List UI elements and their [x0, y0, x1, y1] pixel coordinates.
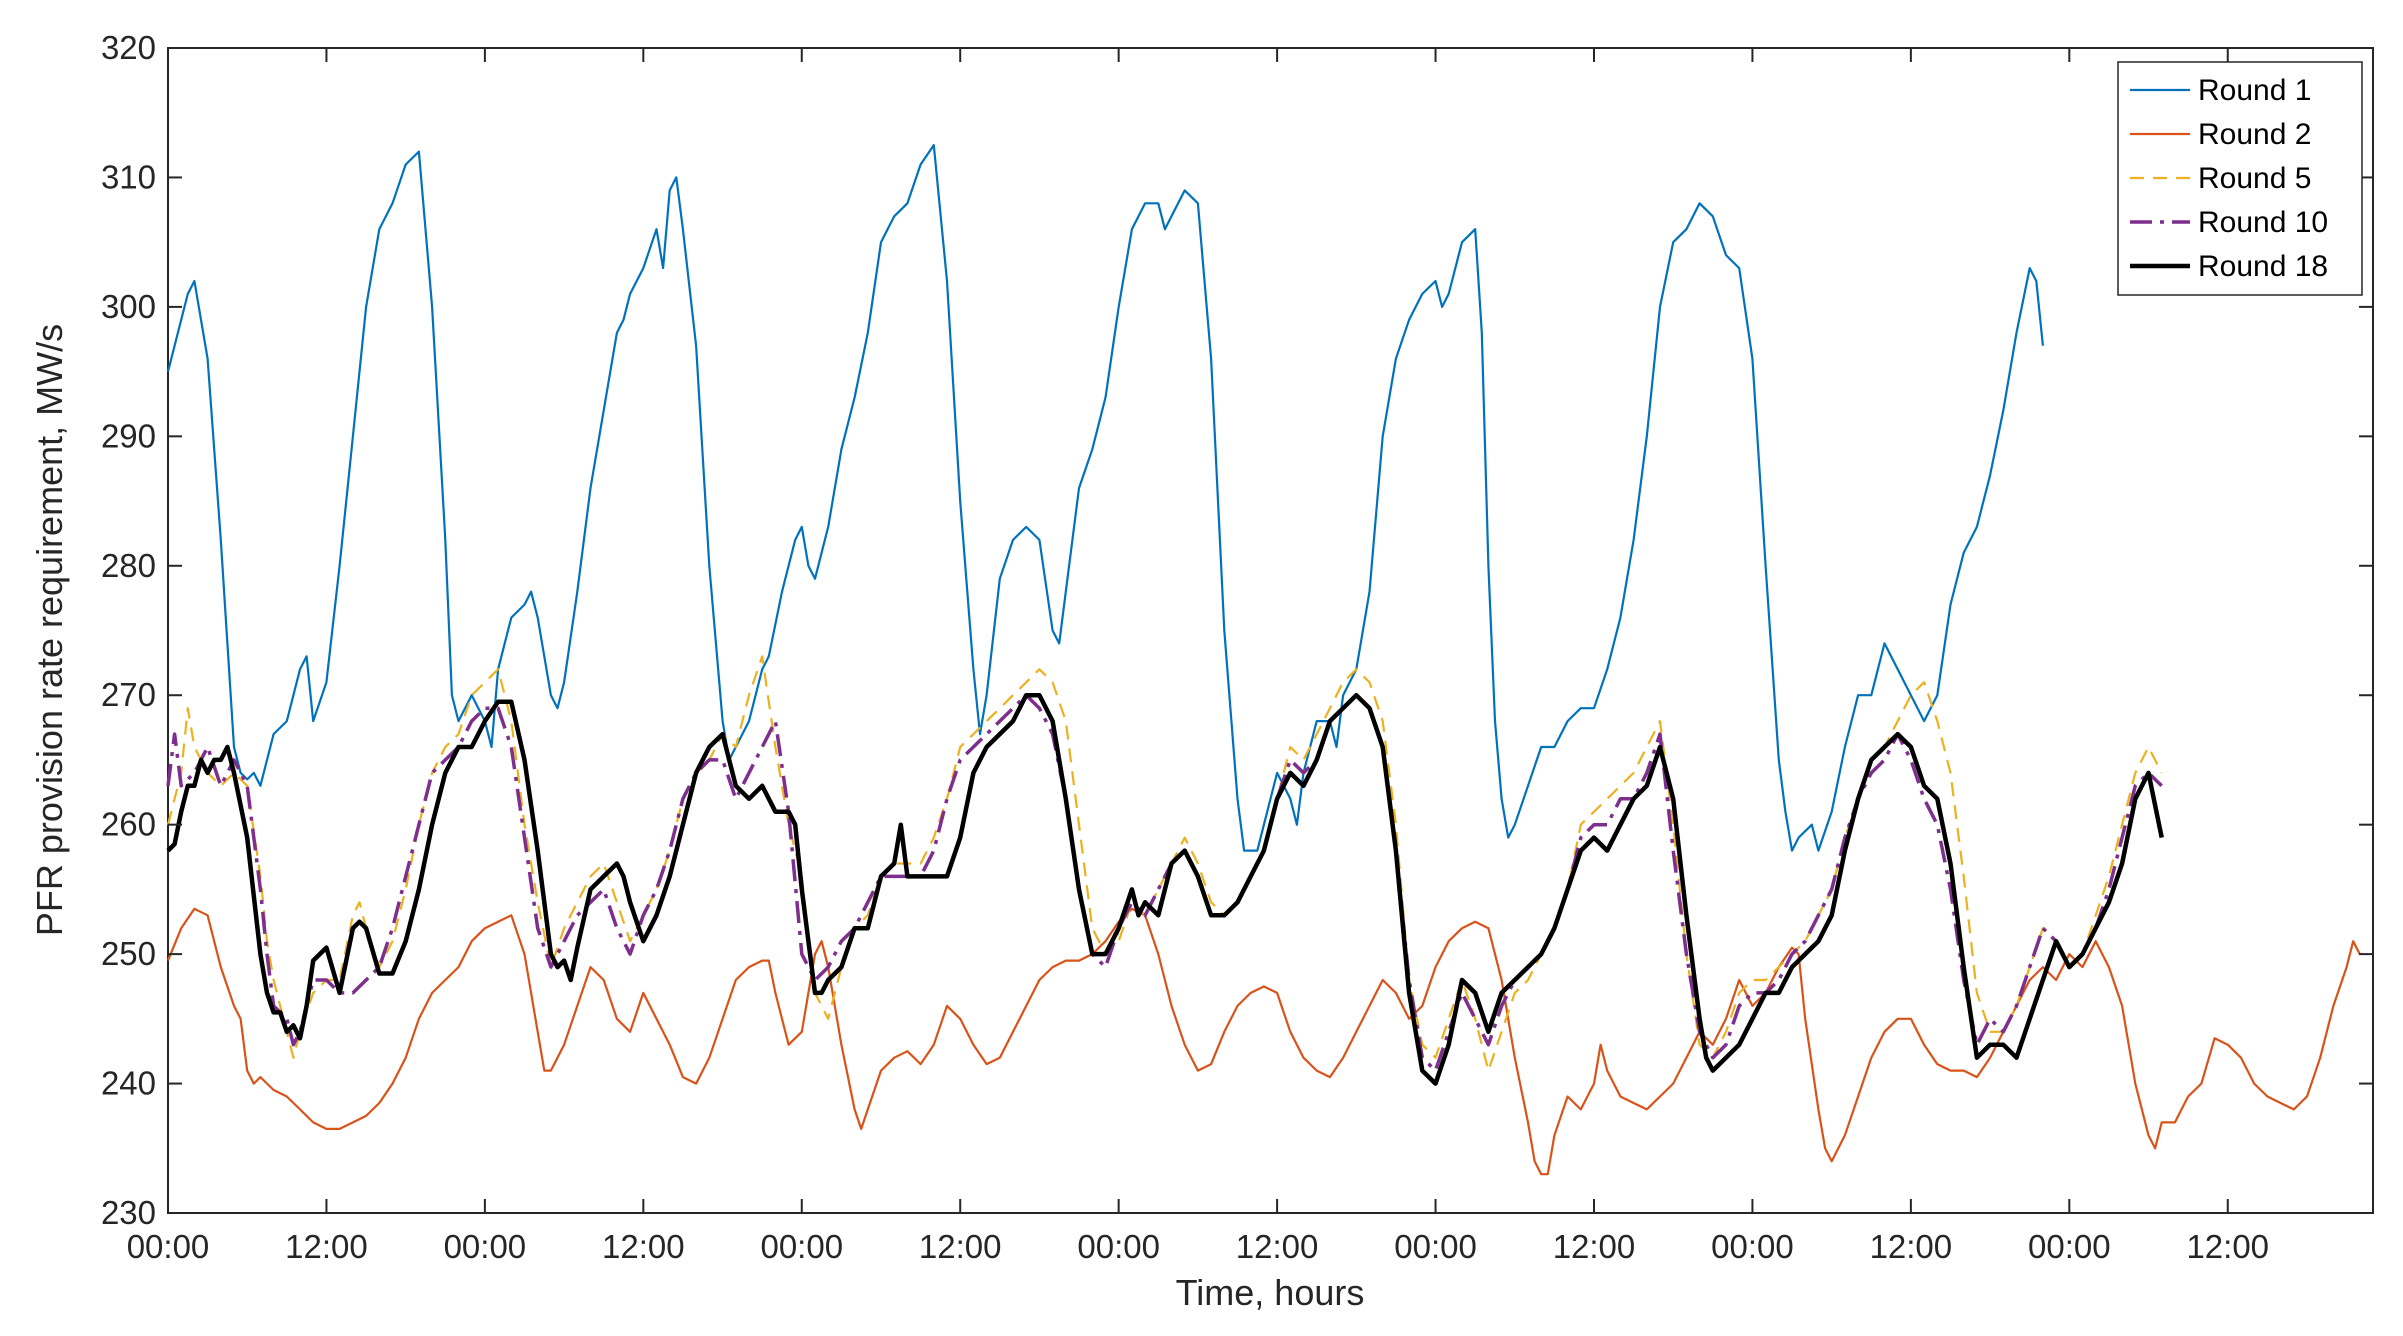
y-tick-label: 270 [101, 676, 156, 713]
series-line-round-18 [166, 692, 2164, 1086]
x-tick-label: 00:00 [1711, 1228, 1794, 1265]
y-tick-label: 300 [101, 288, 156, 325]
y-tick-label: 260 [101, 806, 156, 843]
y-tick-label: 310 [101, 158, 156, 195]
x-tick-label: 00:00 [127, 1228, 210, 1265]
x-tick-label: 12:00 [602, 1228, 685, 1265]
y-tick-label: 240 [101, 1065, 156, 1102]
x-tick-label: 00:00 [444, 1228, 527, 1265]
series-line-round-1 [166, 144, 2044, 852]
y-tick-label: 280 [101, 547, 156, 584]
y-tick-label: 250 [101, 935, 156, 972]
x-tick-label: 00:00 [1077, 1228, 1160, 1265]
series-line-round-2 [166, 907, 2361, 1176]
legend-label: Round 18 [2198, 250, 2328, 283]
legend-label: Round 5 [2198, 162, 2311, 195]
x-tick-label: 12:00 [1236, 1228, 1319, 1265]
legend: Round 1 Round 2 Round 5 Round 10 Round 18 [2117, 61, 2363, 296]
x-tick-label: 12:00 [2186, 1228, 2269, 1265]
x-tick-label: 12:00 [285, 1228, 368, 1265]
x-tick-label: 00:00 [760, 1228, 843, 1265]
x-tick-label: 12:00 [1553, 1228, 1636, 1265]
y-tick-label: 320 [101, 29, 156, 66]
series-layer [166, 144, 2361, 1176]
series-line-round-10 [166, 693, 2163, 1073]
x-tick-label: 00:00 [1394, 1228, 1477, 1265]
legend-label: Round 10 [2198, 206, 2328, 239]
legend-label: Round 2 [2198, 118, 2311, 151]
x-tick-label: 00:00 [2028, 1228, 2111, 1265]
y-axis-title: PFR provision rate requirement, MW/s [29, 324, 70, 936]
x-tick-label: 12:00 [1870, 1228, 1953, 1265]
y-tick-label: 230 [101, 1194, 156, 1231]
y-axis: 230 240 250 260 270 280 290 300 310 320 [101, 29, 2373, 1231]
x-axis: 00:00 12:00 00:00 12:00 00:00 12:00 00:00 12:00… [127, 48, 2269, 1265]
x-axis-title: Time, hours [1176, 1272, 1365, 1313]
legend-label: Round 1 [2198, 74, 2311, 107]
y-tick-label: 290 [101, 417, 156, 454]
x-tick-label: 12:00 [919, 1228, 1002, 1265]
plot-area [167, 47, 2374, 1214]
